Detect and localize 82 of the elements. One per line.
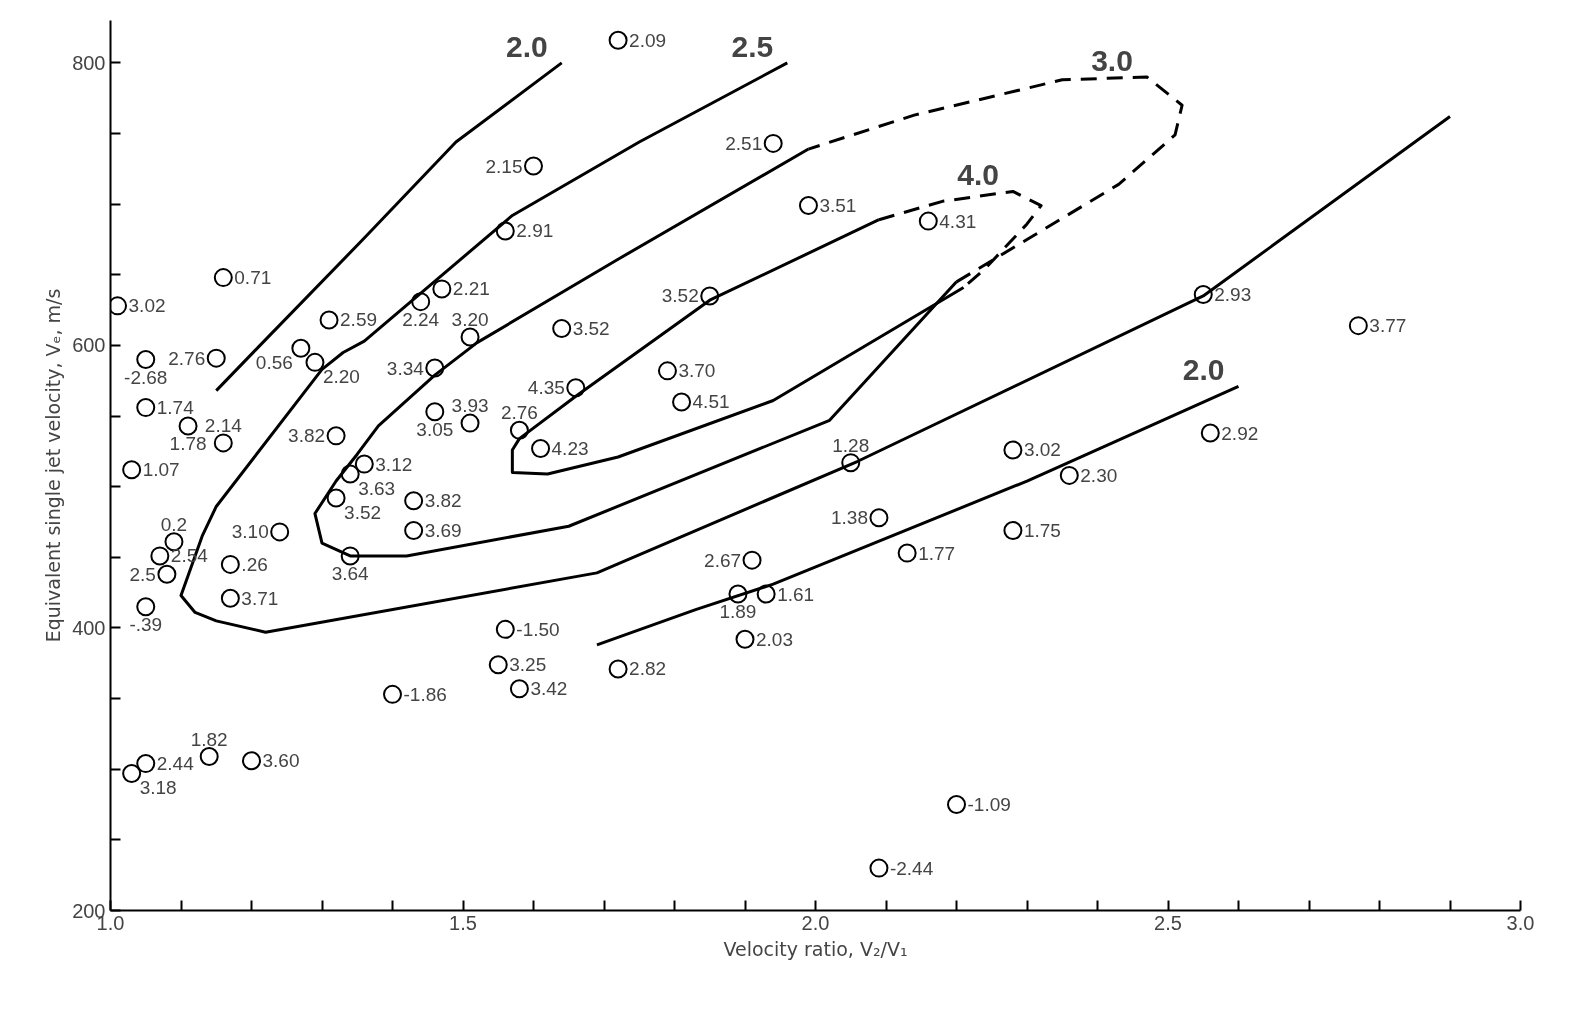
annotation: 2.76 <box>500 402 538 424</box>
annotation: 2.82 <box>629 658 667 680</box>
annotation: 1.77 <box>918 542 956 564</box>
annotation: 3.52 <box>344 501 382 523</box>
annotation: 2.91 <box>516 220 554 242</box>
y-axis-title: Equivalent single jet velocity, Vₑ, m/s <box>42 288 65 643</box>
annotation: 3.82 <box>424 490 462 512</box>
annotation: 3.82 <box>288 425 326 447</box>
line-series <box>214 61 564 393</box>
x-tick-label: 1.5 <box>449 911 477 934</box>
annotation: 3.60 <box>262 750 300 772</box>
annotation: 4.23 <box>551 438 589 460</box>
annotation: 0.56 <box>255 352 293 374</box>
series-label: 3.0 <box>1091 44 1133 78</box>
annotation: 2.92 <box>1221 422 1259 444</box>
x-tick-label: 3.0 <box>1506 911 1535 934</box>
annotation: 1.07 <box>142 459 180 481</box>
annotation: 3.12 <box>375 453 413 475</box>
annotation: 3.71 <box>241 587 279 609</box>
annotation: 0.2 <box>160 513 188 535</box>
annotation: 3.64 <box>331 562 370 584</box>
annotation: 0.71 <box>234 267 272 289</box>
annotation: 3.52 <box>661 285 699 307</box>
annotation: 2.20 <box>322 366 360 388</box>
annotation: -1.09 <box>967 794 1011 816</box>
annotation: 2.51 <box>725 132 763 154</box>
series-label: 2.0 <box>1182 353 1225 387</box>
annotation: -1.50 <box>516 618 560 640</box>
annotation: 3.51 <box>819 195 857 217</box>
annotation: 2.03 <box>756 628 793 650</box>
annotation: 1.28 <box>832 434 870 456</box>
annotation: 2.67 <box>704 549 742 571</box>
annotation: 2.24 <box>402 308 440 330</box>
series-label: 4.0 <box>957 158 999 192</box>
annotation: 4.31 <box>939 210 977 232</box>
annotation: 3.77 <box>1369 315 1407 337</box>
annotation: 2.21 <box>452 278 490 300</box>
annotation: 2.59 <box>340 309 378 331</box>
annotation: -2.68 <box>124 366 168 388</box>
annotation: 3.25 <box>509 654 547 676</box>
annotation: 2.09 <box>629 29 667 51</box>
annotation: 3.20 <box>451 308 489 330</box>
annotation: -.39 <box>129 613 163 635</box>
annotation: 3.63 <box>358 477 396 499</box>
annotation: 1.89 <box>719 601 757 623</box>
annotation: 2.30 <box>1080 464 1118 486</box>
x-tick-label: 2.5 <box>1154 911 1182 934</box>
annotation: 2.5 <box>129 563 156 585</box>
x-axis-title: Velocity ratio, V₂/V₁ <box>723 937 908 960</box>
x-tick-label: 2.0 <box>801 911 830 934</box>
annotation: .26 <box>241 553 268 575</box>
annotation: 3.02 <box>128 295 166 317</box>
annotation: 2.15 <box>485 155 523 177</box>
y-tick-label: 800 <box>72 51 106 74</box>
annotation: 4.35 <box>527 377 565 399</box>
annotation: 3.18 <box>139 777 177 799</box>
annotation: 1.61 <box>777 583 815 605</box>
y-tick-label: 600 <box>72 334 106 357</box>
annotation: 3.02 <box>1023 439 1061 461</box>
annotation: -1.86 <box>403 683 447 705</box>
series-label: 2.5 <box>731 29 774 63</box>
annotation: 1.38 <box>830 507 868 529</box>
annotation: 3.69 <box>424 519 462 541</box>
annotation: 2.44 <box>156 753 195 775</box>
annotation: 3.05 <box>416 418 454 440</box>
annotation: 3.93 <box>451 395 489 417</box>
annotation: 1.82 <box>190 728 228 750</box>
annotation: 3.70 <box>678 360 716 382</box>
annotation: 3.42 <box>530 678 568 700</box>
annotation: 1.74 <box>156 397 195 419</box>
annotation: 3.10 <box>231 521 269 543</box>
annotation: 4.51 <box>692 391 730 413</box>
annotation: 2.93 <box>1214 284 1252 306</box>
annotation: 2.76 <box>168 347 206 369</box>
y-tick-label: 400 <box>72 616 106 639</box>
annotation: 3.52 <box>572 317 610 339</box>
annotation: 3.34 <box>386 357 425 379</box>
series-label: 2.0 <box>506 29 548 63</box>
annotation: 2.14 <box>204 414 243 436</box>
annotation: -2.44 <box>889 857 934 879</box>
annotation: 1.75 <box>1023 519 1061 541</box>
annotation: 1.78 <box>169 432 207 454</box>
